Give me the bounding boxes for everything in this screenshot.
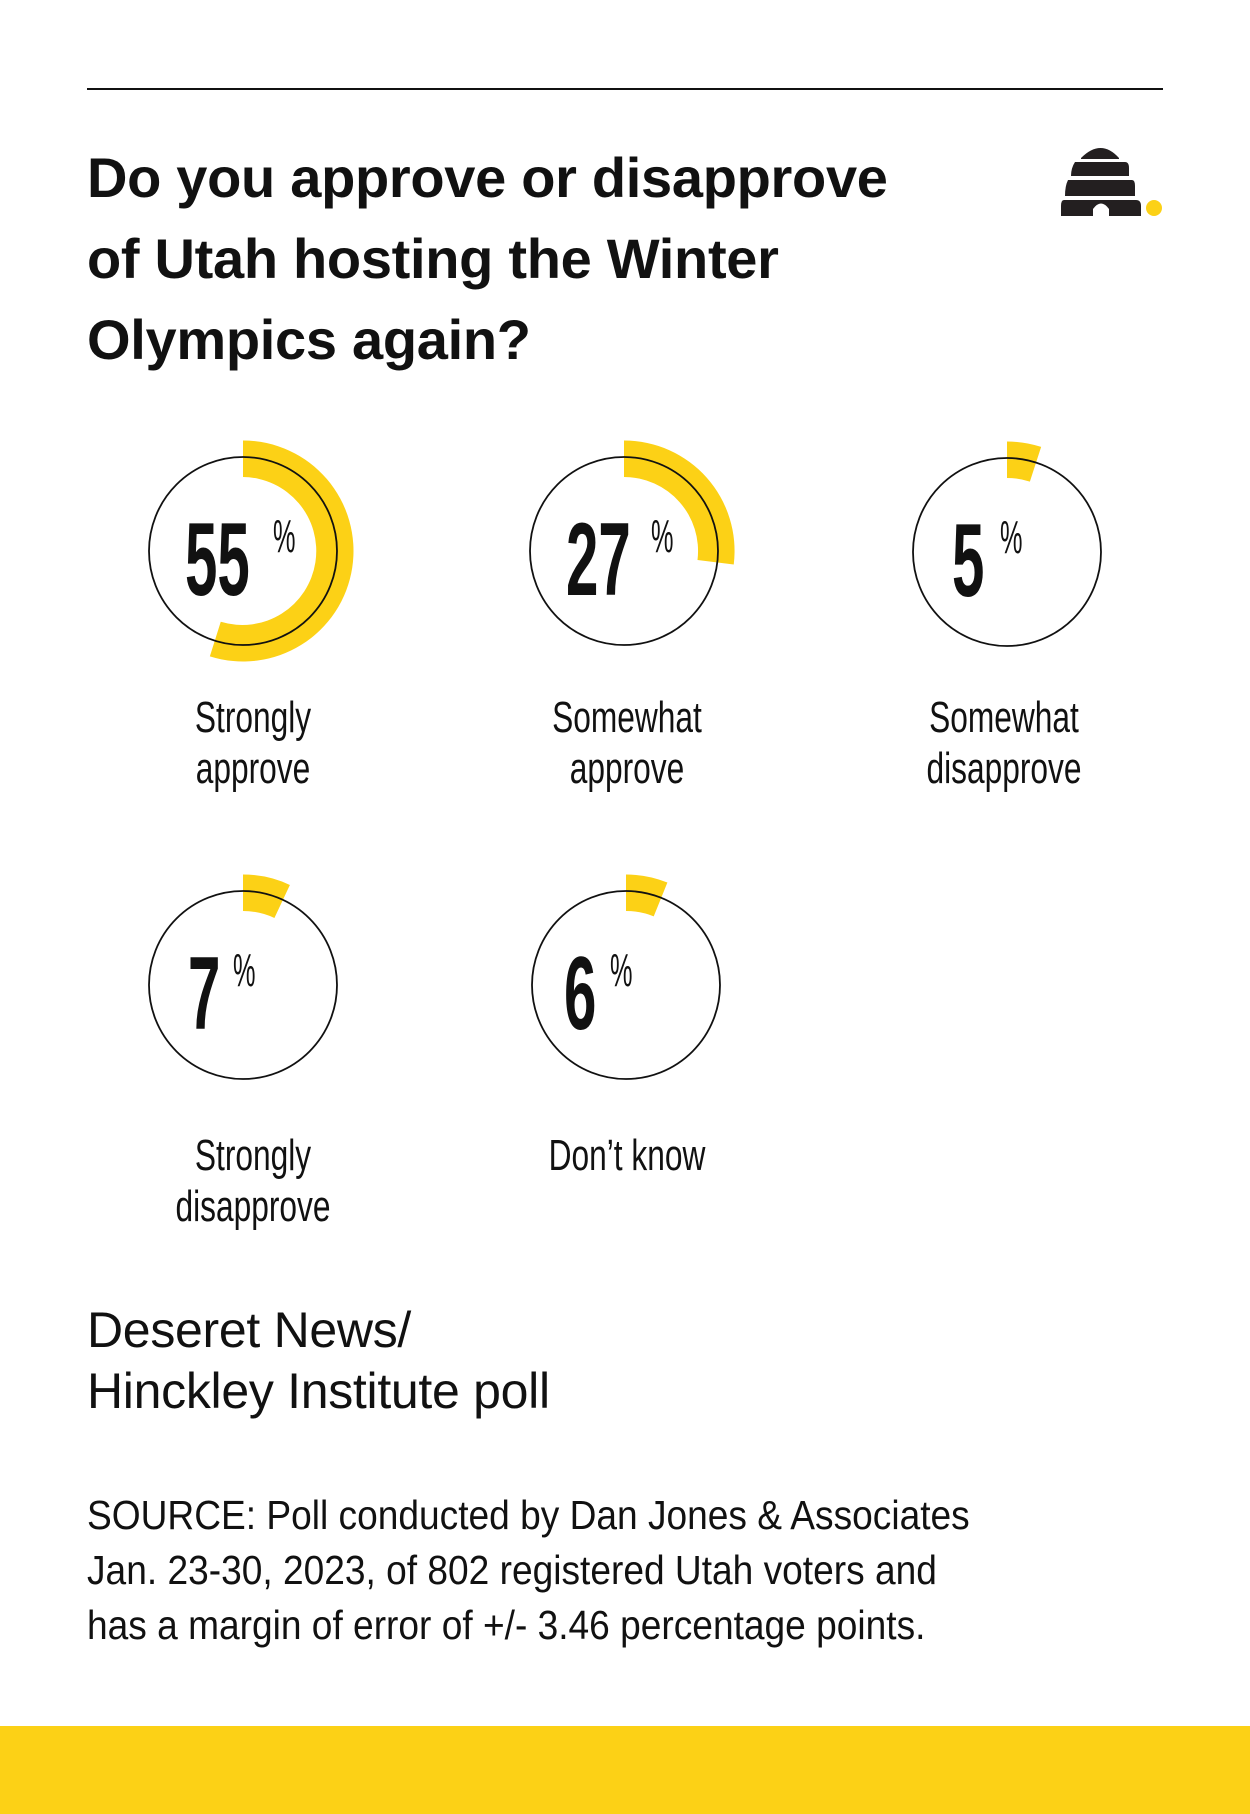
label-line: Strongly: [194, 693, 312, 742]
label-strongly-approve: Strongly approve: [103, 692, 403, 794]
label-line: approve: [195, 744, 311, 793]
chart-title: Do you approve or disapprove of Utah hos…: [87, 137, 987, 380]
progress-ring-icon: [531, 874, 721, 1080]
percent-sign: %: [273, 510, 296, 562]
progress-ring-icon: [529, 440, 735, 646]
source-line: has a margin of error of +/- 3.46 percen…: [87, 1602, 926, 1648]
percent-value: 55: [185, 502, 250, 618]
subtitle-line: Deseret News/: [87, 1302, 411, 1358]
label-line: approve: [569, 744, 685, 793]
progress-ring-icon: [148, 874, 338, 1080]
source-note: SOURCE: Poll conducted by Dan Jones & As…: [87, 1488, 1187, 1653]
donut-strongly-approve: 55 %: [123, 431, 363, 671]
label-line: disapprove: [175, 1182, 331, 1231]
progress-ring-icon: [912, 441, 1102, 647]
donut-somewhat-approve: 27 %: [504, 431, 744, 671]
beehive-logo-icon: [1058, 142, 1168, 222]
source-line: SOURCE: Poll conducted by Dan Jones & As…: [87, 1492, 970, 1538]
title-line: Do you approve or disapprove: [87, 146, 888, 209]
label-somewhat-approve: Somewhat approve: [477, 692, 777, 794]
label-strongly-disapprove: Strongly disapprove: [103, 1130, 403, 1232]
donut-dont-know: 6 %: [506, 865, 746, 1105]
percent-value: 27: [566, 502, 631, 618]
source-line: Jan. 23-30, 2023, of 802 registered Utah…: [87, 1547, 937, 1593]
label-line: Strongly: [194, 1131, 312, 1180]
label-somewhat-disapprove: Somewhat disapprove: [854, 692, 1154, 794]
title-line: of Utah hosting the Winter: [87, 227, 779, 290]
label-line: Somewhat: [929, 693, 1079, 742]
label-line: Don’t know: [548, 1131, 706, 1180]
poll-attribution: Deseret News/ Hinckley Institute poll: [87, 1300, 550, 1422]
label-line: Somewhat: [552, 693, 702, 742]
percent-sign: %: [651, 510, 674, 562]
title-line: Olympics again?: [87, 308, 531, 371]
progress-ring-icon: [148, 440, 354, 662]
label-line: disapprove: [926, 744, 1082, 793]
donut-somewhat-disapprove: 5 %: [887, 432, 1127, 672]
donut-strongly-disapprove: 7 %: [123, 865, 363, 1105]
percent-sign: %: [1000, 511, 1023, 563]
subtitle-line: Hinckley Institute poll: [87, 1363, 550, 1419]
percent-sign: %: [610, 944, 633, 996]
percent-value: 7: [188, 936, 221, 1052]
label-dont-know: Don’t know: [477, 1130, 777, 1181]
top-rule: [87, 88, 1163, 90]
brand-footer-bar: [0, 1726, 1250, 1814]
percent-value: 6: [564, 936, 597, 1052]
percent-sign: %: [233, 944, 256, 996]
percent-value: 5: [952, 503, 985, 619]
